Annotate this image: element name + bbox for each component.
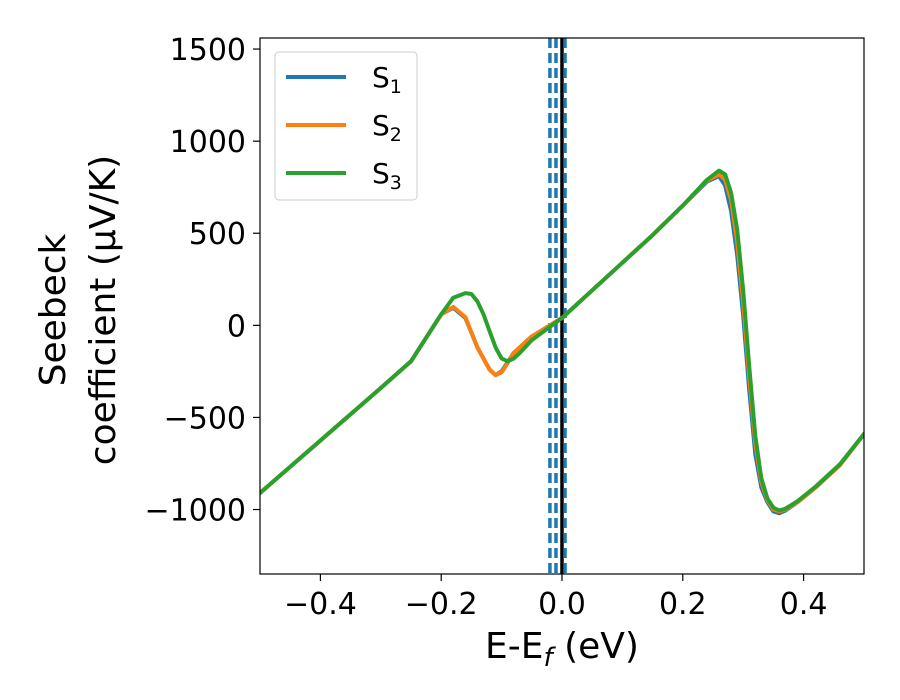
legend-label-sub: 2 <box>390 124 402 146</box>
legend-label-3: S3 <box>372 157 402 194</box>
y-tick-label: −1000 <box>145 494 246 529</box>
x-tick-label: 0.4 <box>780 587 828 622</box>
y-tick-label: −500 <box>164 401 246 436</box>
y-tick-label: 500 <box>189 217 246 252</box>
y-tick-label: 1000 <box>170 125 246 160</box>
x-axis-title: E-Ef (eV) <box>485 626 639 673</box>
legend-label-main: S <box>372 61 390 94</box>
vertical-reference-lines <box>548 38 567 574</box>
x-axis-title-unit: (eV) <box>553 626 639 667</box>
y-tick-label: 0 <box>227 309 246 344</box>
series-lines <box>260 168 864 516</box>
legend-label-2: S2 <box>372 109 402 146</box>
y-axis-ticks: −1000 −500 0 500 1000 1500 <box>145 33 260 529</box>
x-tick-label: −0.4 <box>284 587 357 622</box>
x-tick-label: −0.2 <box>405 587 478 622</box>
x-tick-label: 0.2 <box>659 587 707 622</box>
x-tick-label: 0.0 <box>538 587 586 622</box>
x-axis-title-main: E-E <box>485 626 543 667</box>
y-axis-title-line2: coefficient (μV/K) <box>83 155 124 465</box>
y-tick-label: 1500 <box>170 33 246 68</box>
legend-label-sub: 3 <box>390 172 402 194</box>
legend-label-main: S <box>372 109 390 142</box>
series-line-3 <box>260 168 864 513</box>
x-axis-ticks: −0.4 −0.2 0.0 0.2 0.4 <box>284 574 827 622</box>
legend-label-sub: 1 <box>390 76 402 98</box>
y-axis-title: Seebeck coefficient (μV/K) <box>33 155 124 465</box>
legend-label-1: S1 <box>372 61 402 98</box>
legend-label-main: S <box>372 157 390 190</box>
y-axis-title-line1: Seebeck <box>33 233 74 386</box>
